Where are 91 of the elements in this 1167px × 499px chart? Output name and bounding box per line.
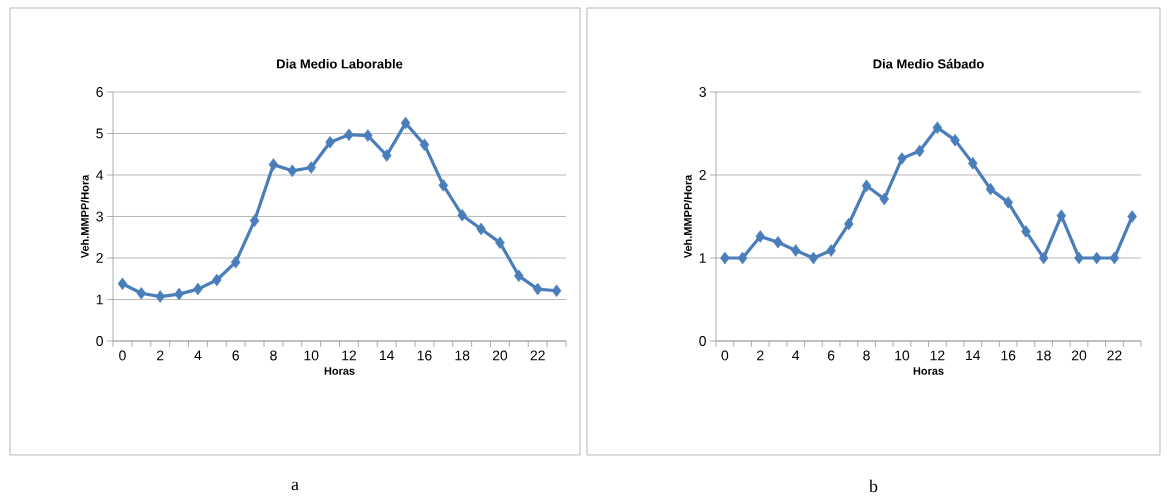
point [306,161,316,174]
text: a [291,481,299,491]
point [117,277,128,290]
point [1074,251,1084,265]
point [932,121,943,134]
chart-title: Dia Medio Sábado [873,58,984,69]
point [551,284,562,298]
point [268,158,279,171]
point [914,144,925,158]
x-tick-label: 14 [380,350,395,361]
y-tick-label: 4 [96,170,104,180]
x-tick-label: 20 [1071,350,1087,361]
point [212,273,222,287]
point [419,138,430,151]
point [755,230,766,243]
x-tick-label: 12 [930,350,945,361]
point [457,208,467,222]
point [514,269,524,283]
point [363,129,373,142]
x-tick-label: 6 [827,350,835,361]
point [861,179,872,193]
point [155,290,165,303]
y-tick-label: 3 [699,87,706,97]
x-tick-label: 18 [1036,350,1051,361]
point [249,214,260,227]
point [1056,209,1067,222]
point [174,287,184,301]
x-tick-label: 0 [721,350,729,361]
point [720,251,730,265]
y-tick-label: 2 [699,170,706,180]
point [968,157,978,170]
point [136,287,147,300]
point [400,116,411,130]
point [230,255,241,269]
point [344,128,354,141]
y-tick-label: 6 [96,87,103,97]
point [287,164,298,178]
y-tick-label: 3 [96,211,103,222]
x-tick-label: 22 [1107,350,1122,361]
point [773,235,783,249]
text: b [869,479,878,493]
y-axis-title: Veh.MMPP/Hora [80,174,89,259]
point [193,282,203,296]
x-tick-label: 20 [492,350,508,361]
x-tick-label: 2 [157,350,164,361]
point [1038,251,1049,265]
point [476,222,486,236]
x-axis-title: Horas [324,367,355,375]
point [438,179,449,192]
x-axis-title: Horas [913,367,944,375]
x-tick-label: 10 [895,350,910,361]
point [950,133,960,147]
point [879,192,889,206]
y-tick-label: 1 [699,253,706,263]
x-tick-label: 14 [966,350,981,361]
point [1091,251,1102,265]
x-tick-label: 16 [1001,350,1016,361]
x-tick-label: 22 [530,350,545,361]
point [1109,251,1120,265]
x-tick-label: 18 [455,350,470,361]
point [985,182,996,196]
y-axis-title: Veh.MMPP/Hora [683,174,692,259]
x-tick-label: 8 [863,350,870,361]
y-tick-label: 0 [96,336,103,346]
x-tick-label: 4 [792,350,800,361]
x-tick-label: 2 [757,350,764,361]
point [808,251,819,265]
point [325,135,335,149]
x-tick-label: 4 [194,350,202,361]
x-tick-label: 12 [342,350,357,361]
x-tick-label: 16 [417,350,432,361]
x-tick-label: 8 [270,350,277,361]
x-tick-label: 6 [232,350,239,361]
point [495,236,505,249]
point [532,282,543,296]
chart-title: Dia Medio Laborable [277,58,403,69]
point [790,244,801,257]
point [1127,210,1137,223]
point [1021,225,1031,238]
point [844,217,854,231]
x-tick-label: 10 [304,350,319,361]
y-tick-label: 5 [96,128,103,139]
x-tick-label: 0 [119,350,126,361]
point [737,251,748,265]
y-tick-label: 1 [96,294,103,305]
point [1003,196,1013,209]
y-tick-label: 0 [699,336,706,346]
point [897,152,907,165]
point [381,149,392,162]
point [826,244,836,257]
y-tick-label: 2 [96,253,103,263]
